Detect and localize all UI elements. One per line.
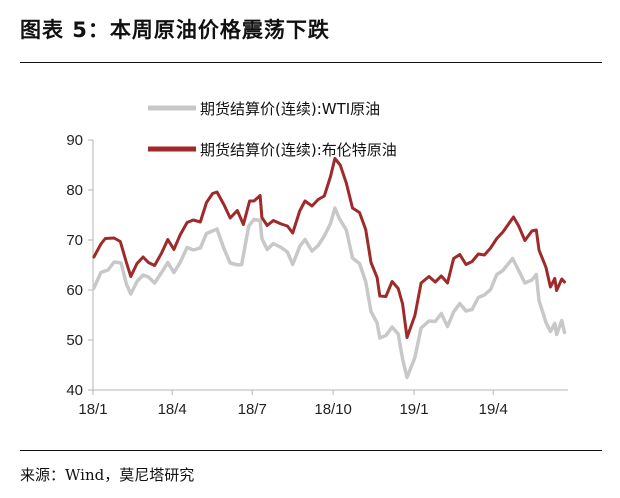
y-tick-label: 60: [66, 282, 83, 299]
title-divider: [20, 62, 602, 63]
series-layer: [92, 157, 567, 380]
y-axis-ticks: 40 50 60 70 80 90: [66, 132, 93, 399]
y-tick-label: 70: [66, 232, 83, 249]
legend-label-wti: 期货结算价(连续):WTI原油: [200, 100, 380, 118]
price-line-chart: 40 50 60 70 80 90 18/1 18/4 18/7 18/10 19/1 19/4 期…: [66, 100, 568, 418]
x-tick-label: 18/10: [314, 401, 352, 418]
x-tick-label: 18/7: [238, 401, 267, 418]
y-tick-label: 40: [66, 382, 83, 399]
y-tick-label: 90: [66, 132, 83, 149]
footer-divider: [20, 450, 602, 451]
legend-label-brent: 期货结算价(连续):布伦特原油: [200, 141, 397, 159]
x-tick-label: 19/4: [479, 401, 508, 418]
series-line-wti: [92, 206, 567, 380]
y-tick-label: 80: [66, 182, 83, 199]
x-tick-label: 18/1: [78, 401, 107, 418]
legend: 期货结算价(连续):WTI原油 期货结算价(连续):布伦特原油: [148, 100, 397, 159]
series-line-brent: [92, 157, 566, 339]
y-tick-label: 50: [66, 332, 83, 349]
x-tick-label: 19/1: [399, 401, 428, 418]
x-tick-label: 18/4: [158, 401, 187, 418]
source-note: 来源：Wind，莫尼塔研究: [20, 466, 195, 484]
page-title: 图表 5：本周原油价格震荡下跌: [20, 18, 330, 42]
x-axis-ticks: 18/1 18/4 18/7 18/10 19/1 19/4: [78, 390, 508, 418]
